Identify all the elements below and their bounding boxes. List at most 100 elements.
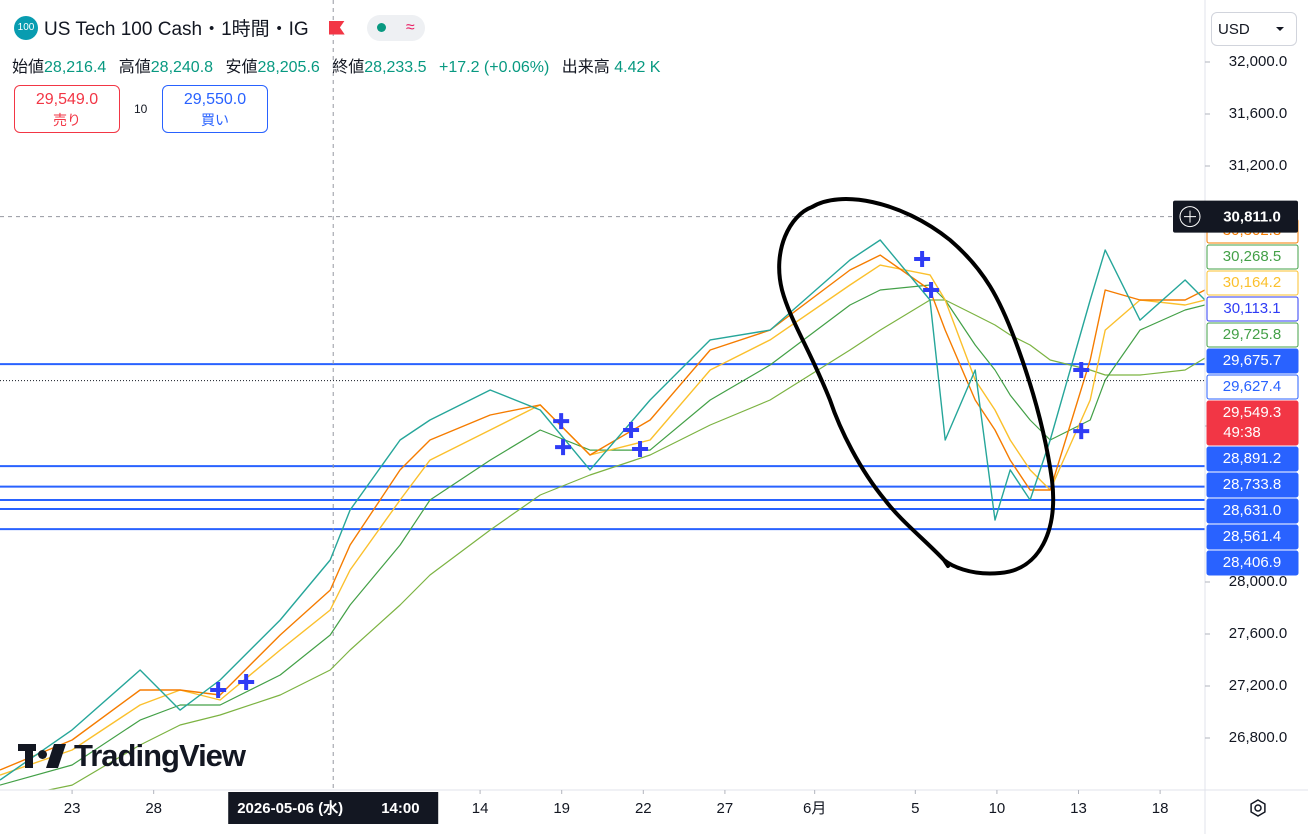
badge-label: 30,268.5 <box>1223 248 1281 265</box>
price-badge: 29,627.4 <box>1206 374 1299 400</box>
y-tick-label: 27,200.0 <box>1229 677 1287 694</box>
badge-box <box>1206 472 1299 498</box>
volume: 4.42 K <box>614 59 661 76</box>
y-tick-label: 26,800.0 <box>1229 729 1287 746</box>
badge-label: 29,675.7 <box>1223 352 1281 369</box>
ohlc-label: 高値 <box>118 59 151 76</box>
ohlc-row: 始値28,216.4 高値28,240.8 安値28,205.6 終値28,23… <box>12 53 668 77</box>
badge-label: 29,725.8 <box>1223 326 1281 343</box>
badge-box <box>1206 348 1299 374</box>
marker <box>1073 361 1090 378</box>
x-tick-label: 27 <box>717 800 734 817</box>
badge-box <box>1206 446 1299 472</box>
badge-box <box>1206 524 1299 550</box>
watermark-text: TradingView <box>74 738 246 773</box>
marker <box>632 441 649 458</box>
price-badge: 28,891.2 <box>1206 446 1299 472</box>
sell-button[interactable]: 29,549.0 売り <box>14 85 120 133</box>
plot-area <box>0 0 1205 790</box>
volume-label: 出来高 <box>561 59 610 76</box>
badge-box <box>1206 498 1299 524</box>
buy-label: 買い <box>201 112 229 128</box>
marker <box>623 422 640 439</box>
x-tick-label: 6月 <box>803 800 826 817</box>
x-tick-label: 22 <box>635 800 652 817</box>
badge-label: 28,406.9 <box>1223 554 1281 571</box>
badge-countdown: 49:38 <box>1223 424 1261 441</box>
badge-label: 30,113.1 <box>1223 300 1280 317</box>
settings-icon[interactable] <box>1248 798 1268 818</box>
price-badge: 29,675.7 <box>1206 348 1299 374</box>
price-badge: 28,631.0 <box>1206 498 1299 524</box>
badge-box <box>1206 296 1299 322</box>
price-badge: 28,733.8 <box>1206 472 1299 498</box>
currency-select[interactable]: USD <box>1211 12 1297 46</box>
crosshair-x-label: 2026-05-06 (水) <box>237 799 343 817</box>
crosshair-x-badge <box>228 792 439 824</box>
symbol-badge: 100 <box>14 15 38 40</box>
badge-label: 29,627.4 <box>1223 378 1281 395</box>
series-line <box>0 284 1205 786</box>
x-tick-label: 23 <box>64 800 81 817</box>
status-pill[interactable]: ≈ <box>366 14 425 41</box>
x-tick-label: 5 <box>911 800 919 817</box>
x-tick-label: 19 <box>553 800 570 817</box>
y-tick-label: 31,200.0 <box>1229 157 1287 174</box>
price-badge: 29,725.8 <box>1206 322 1299 348</box>
badge-box <box>1206 550 1299 576</box>
x-tick-label: 14 <box>472 800 489 817</box>
series-line <box>0 239 1205 781</box>
marker <box>210 682 227 699</box>
price-badge: 29,549.3 49:38 <box>1206 400 1299 446</box>
change: +17.2 (+0.06%) <box>439 59 550 76</box>
badge-label: 28,733.8 <box>1223 476 1281 493</box>
marker <box>238 673 255 690</box>
price-badge: 28,406.9 <box>1206 550 1299 576</box>
crosshair-y-badge <box>1173 200 1298 233</box>
logo <box>18 744 68 768</box>
ohlc-label: 安値 <box>225 59 258 76</box>
ohlc-value: 28,240.8 <box>150 59 214 76</box>
spread: 10 <box>134 102 148 116</box>
marker <box>553 413 570 430</box>
buy-button[interactable]: 29,550.0 買い <box>162 85 268 133</box>
badge-label: 28,631.0 <box>1223 502 1281 519</box>
badge-box <box>1206 374 1299 400</box>
symbol-title[interactable]: US Tech 100 Cash・1時間・IG <box>44 19 309 40</box>
y-tick-label: 28,000.0 <box>1229 573 1287 590</box>
crosshair-y-label: 30,811.0 <box>1223 209 1281 226</box>
hand-drawn-circle <box>777 197 1056 576</box>
price-badge: 30,113.1 <box>1206 296 1299 322</box>
badge-label: 28,561.4 <box>1223 528 1281 545</box>
y-tick-label: 31,600.0 <box>1229 105 1287 122</box>
crosshair-time-label: 14:00 <box>381 800 419 817</box>
marker <box>555 439 572 456</box>
ohlc-value: 28,216.4 <box>44 59 107 76</box>
price-badge: 30,164.2 <box>1206 270 1299 296</box>
flag-icon[interactable] <box>328 20 345 35</box>
x-tick-label: 13 <box>1070 800 1087 817</box>
badge-box <box>1206 270 1299 296</box>
sell-label: 売り <box>53 112 81 128</box>
badge-label: 30,164.2 <box>1223 274 1281 291</box>
badge-label: 28,891.2 <box>1223 450 1281 467</box>
watermark: TradingView <box>18 738 246 774</box>
series-line <box>0 264 1205 776</box>
marker <box>1073 423 1090 440</box>
ohlc-label: 終値 <box>332 59 365 76</box>
price-badge: 30,268.5 <box>1206 244 1299 270</box>
x-tick-label: 18 <box>1152 800 1169 817</box>
badge-label: 29,549.3 <box>1223 404 1281 421</box>
badge-box <box>1206 322 1299 348</box>
price-badge: 28,561.4 <box>1206 524 1299 550</box>
badge-box <box>1206 244 1299 270</box>
sell-price: 29,549.0 <box>35 91 99 108</box>
marker <box>914 250 931 267</box>
marker <box>923 282 940 299</box>
crosshair-add-icon <box>1179 206 1201 228</box>
series-line <box>0 254 1205 771</box>
crosshair-add-plus <box>1184 210 1196 223</box>
badge-box <box>1206 400 1299 446</box>
